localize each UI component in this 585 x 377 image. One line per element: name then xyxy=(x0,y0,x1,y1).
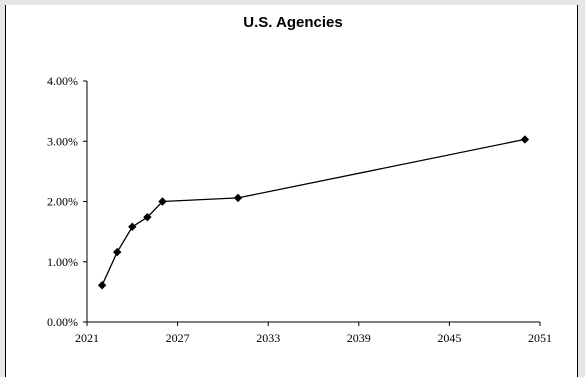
x-tick-label: 2033 xyxy=(256,331,280,345)
y-tick-label: 3.00% xyxy=(47,134,78,148)
data-point xyxy=(520,135,530,144)
y-tick-label: 4.00% xyxy=(47,74,78,88)
x-tick-label: 2021 xyxy=(75,331,99,345)
x-tick-label: 2051 xyxy=(528,331,552,345)
series-line xyxy=(101,138,526,286)
data-point xyxy=(158,197,167,206)
y-tick-label: 2.00% xyxy=(47,195,78,209)
x-tick-label: 2027 xyxy=(166,331,190,345)
y-tick-label: 0.00% xyxy=(47,315,78,329)
x-tick-label: 2045 xyxy=(437,331,461,345)
data-point xyxy=(128,222,137,232)
data-point xyxy=(143,212,152,222)
data-point xyxy=(97,281,107,290)
chart-title: U.S. Agencies xyxy=(243,14,342,31)
plot-area xyxy=(97,135,530,290)
axes: 0.00% 1.00% 2.00% 3.00% 4.00% 2021 2027 2033 203… xyxy=(47,74,552,345)
data-point xyxy=(233,193,243,203)
chart-frame: U.S. Agencies 0.00% 1.00% 2.00% 3.00% 4.00% 2… xyxy=(5,5,578,377)
y-tick-label: 1.00% xyxy=(47,255,78,269)
line-chart: U.S. Agencies 0.00% 1.00% 2.00% 3.00% 4.00% 2… xyxy=(47,14,552,345)
data-point xyxy=(113,247,122,257)
x-tick-label: 2039 xyxy=(347,331,371,345)
